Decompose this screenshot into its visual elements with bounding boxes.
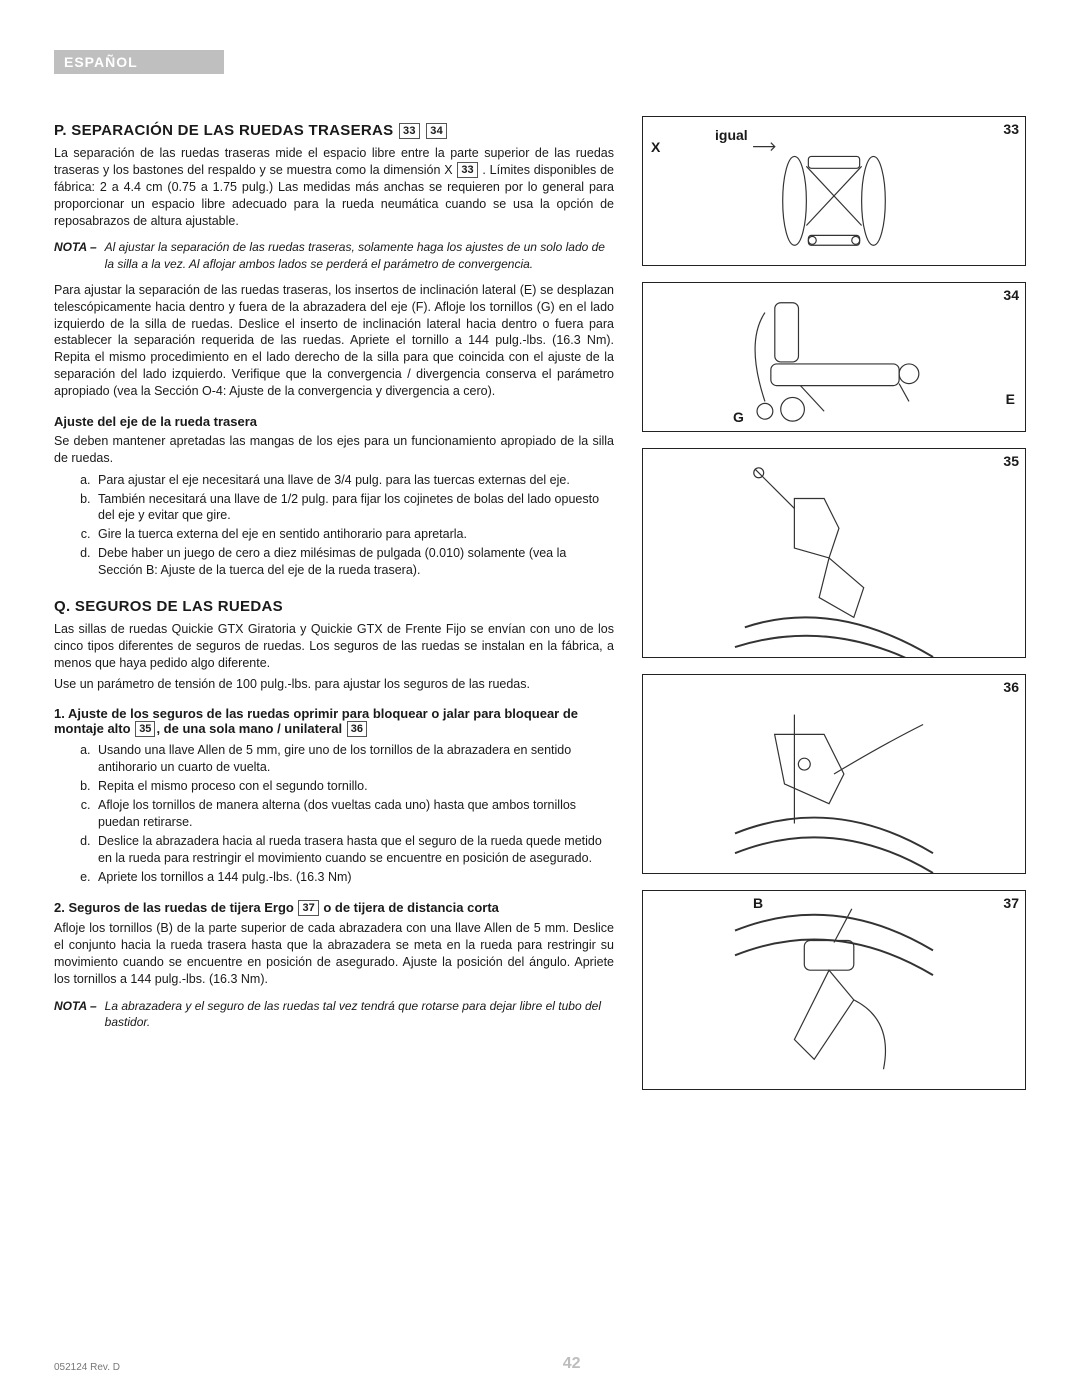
section-q-para2: Use un parámetro de tensión de 100 pulg.… <box>54 676 614 693</box>
page-footer: 052124 Rev. D 42 . <box>54 1355 1026 1373</box>
figure-label-e: E <box>1006 391 1015 407</box>
list-item: Apriete los tornillos a 144 pulg.-lbs. (… <box>94 868 614 887</box>
list-item: Para ajustar el eje necesitará una llave… <box>94 471 614 490</box>
language-tab-label: ESPAÑOL <box>54 50 224 74</box>
content-columns: P. SEPARACIÓN DE LAS RUEDAS TRASERAS 33 … <box>54 116 1026 1355</box>
section-p-list1: Para ajustar el eje necesitará una llave… <box>54 471 614 580</box>
note-label: NOTA – <box>54 239 97 271</box>
list-item: Deslice la abrazadera hacia al rueda tra… <box>94 832 614 868</box>
section-p-heading-text: P. SEPARACIÓN DE LAS RUEDAS TRASERAS <box>54 122 393 139</box>
section-q-sub2b: o de tijera de distancia corta <box>320 900 499 915</box>
section-q-heading: Q. SEGUROS DE LAS RUEDAS <box>54 598 614 615</box>
section-q-sub2a: 2. Seguros de las ruedas de tijera Ergo <box>54 900 297 915</box>
figure-number: 36 <box>1003 679 1019 695</box>
figure-36: 36 <box>642 674 1026 874</box>
list-item: Usando una llave Allen de 5 mm, gire uno… <box>94 741 614 777</box>
figure-35: 35 <box>642 448 1026 658</box>
figure-37: 37 B <box>642 890 1026 1090</box>
figure-37-svg <box>643 891 1025 1089</box>
figure-33-svg <box>643 117 1025 265</box>
figure-34-svg <box>643 283 1025 431</box>
list-item: Afloje los tornillos de manera alterna (… <box>94 796 614 832</box>
section-p-note1: NOTA – Al ajustar la separación de las r… <box>54 239 614 271</box>
figure-36-svg <box>643 675 1025 873</box>
figure-33: 33 X igual <box>642 116 1026 266</box>
note-body: Al ajustar la separación de las ruedas t… <box>105 239 614 271</box>
note-body: La abrazadera y el seguro de las ruedas … <box>105 998 614 1030</box>
figure-column: 33 X igual <box>642 116 1026 1355</box>
footer-page-number: 42 <box>563 1355 581 1373</box>
figure-34: 34 G E <box>642 282 1026 432</box>
figure-number: 37 <box>1003 895 1019 911</box>
figure-label-b: B <box>753 895 763 911</box>
section-p-para2: Para ajustar la separación de las ruedas… <box>54 282 614 400</box>
text-column: P. SEPARACIÓN DE LAS RUEDAS TRASERAS 33 … <box>54 116 614 1355</box>
section-p-sub1: Ajuste del eje de la rueda trasera <box>54 414 614 429</box>
figure-number: 35 <box>1003 453 1019 469</box>
figure-35-svg <box>643 449 1025 657</box>
figure-label-g: G <box>733 409 744 425</box>
figure-label-equal: igual <box>715 127 748 143</box>
figure-label-x: X <box>651 139 660 155</box>
section-q-sub2: 2. Seguros de las ruedas de tijera Ergo … <box>54 900 614 916</box>
section-p-heading: P. SEPARACIÓN DE LAS RUEDAS TRASERAS 33 … <box>54 122 614 139</box>
fig-ref-37: 37 <box>298 900 318 916</box>
fig-ref-36: 36 <box>347 721 367 737</box>
list-item: Gire la tuerca externa del eje en sentid… <box>94 525 614 544</box>
footer-revision: 052124 Rev. D <box>54 1362 120 1373</box>
section-q-list2: Usando una llave Allen de 5 mm, gire uno… <box>54 741 614 886</box>
section-q-note2: NOTA – La abrazadera y el seguro de las … <box>54 998 614 1030</box>
fig-ref-33-inline: 33 <box>457 162 477 178</box>
figure-number: 34 <box>1003 287 1019 303</box>
fig-ref-33: 33 <box>399 123 420 139</box>
list-item: Debe haber un juego de cero a diez milés… <box>94 544 614 580</box>
section-q-sub1b: , de una sola mano / unilateral <box>156 721 345 736</box>
section-q-para3: Afloje los tornillos (B) de la parte sup… <box>54 920 614 988</box>
language-tab: ESPAÑOL <box>54 50 1026 74</box>
section-q-para1: Las sillas de ruedas Quickie GTX Girator… <box>54 621 614 672</box>
figure-number: 33 <box>1003 121 1019 137</box>
list-item: También necesitará una llave de 1/2 pulg… <box>94 490 614 526</box>
manual-page: ESPAÑOL P. SEPARACIÓN DE LAS RUEDAS TRAS… <box>0 0 1080 1397</box>
section-q-sub1: 1. Ajuste de los seguros de las ruedas o… <box>54 706 614 737</box>
list-item: Repita el mismo proceso con el segundo t… <box>94 777 614 796</box>
note-label: NOTA – <box>54 998 97 1030</box>
section-p-para1: La separación de las ruedas traseras mid… <box>54 145 614 229</box>
fig-ref-35: 35 <box>135 721 155 737</box>
section-p-para3: Se deben mantener apretadas las mangas d… <box>54 433 614 467</box>
fig-ref-34: 34 <box>426 123 447 139</box>
